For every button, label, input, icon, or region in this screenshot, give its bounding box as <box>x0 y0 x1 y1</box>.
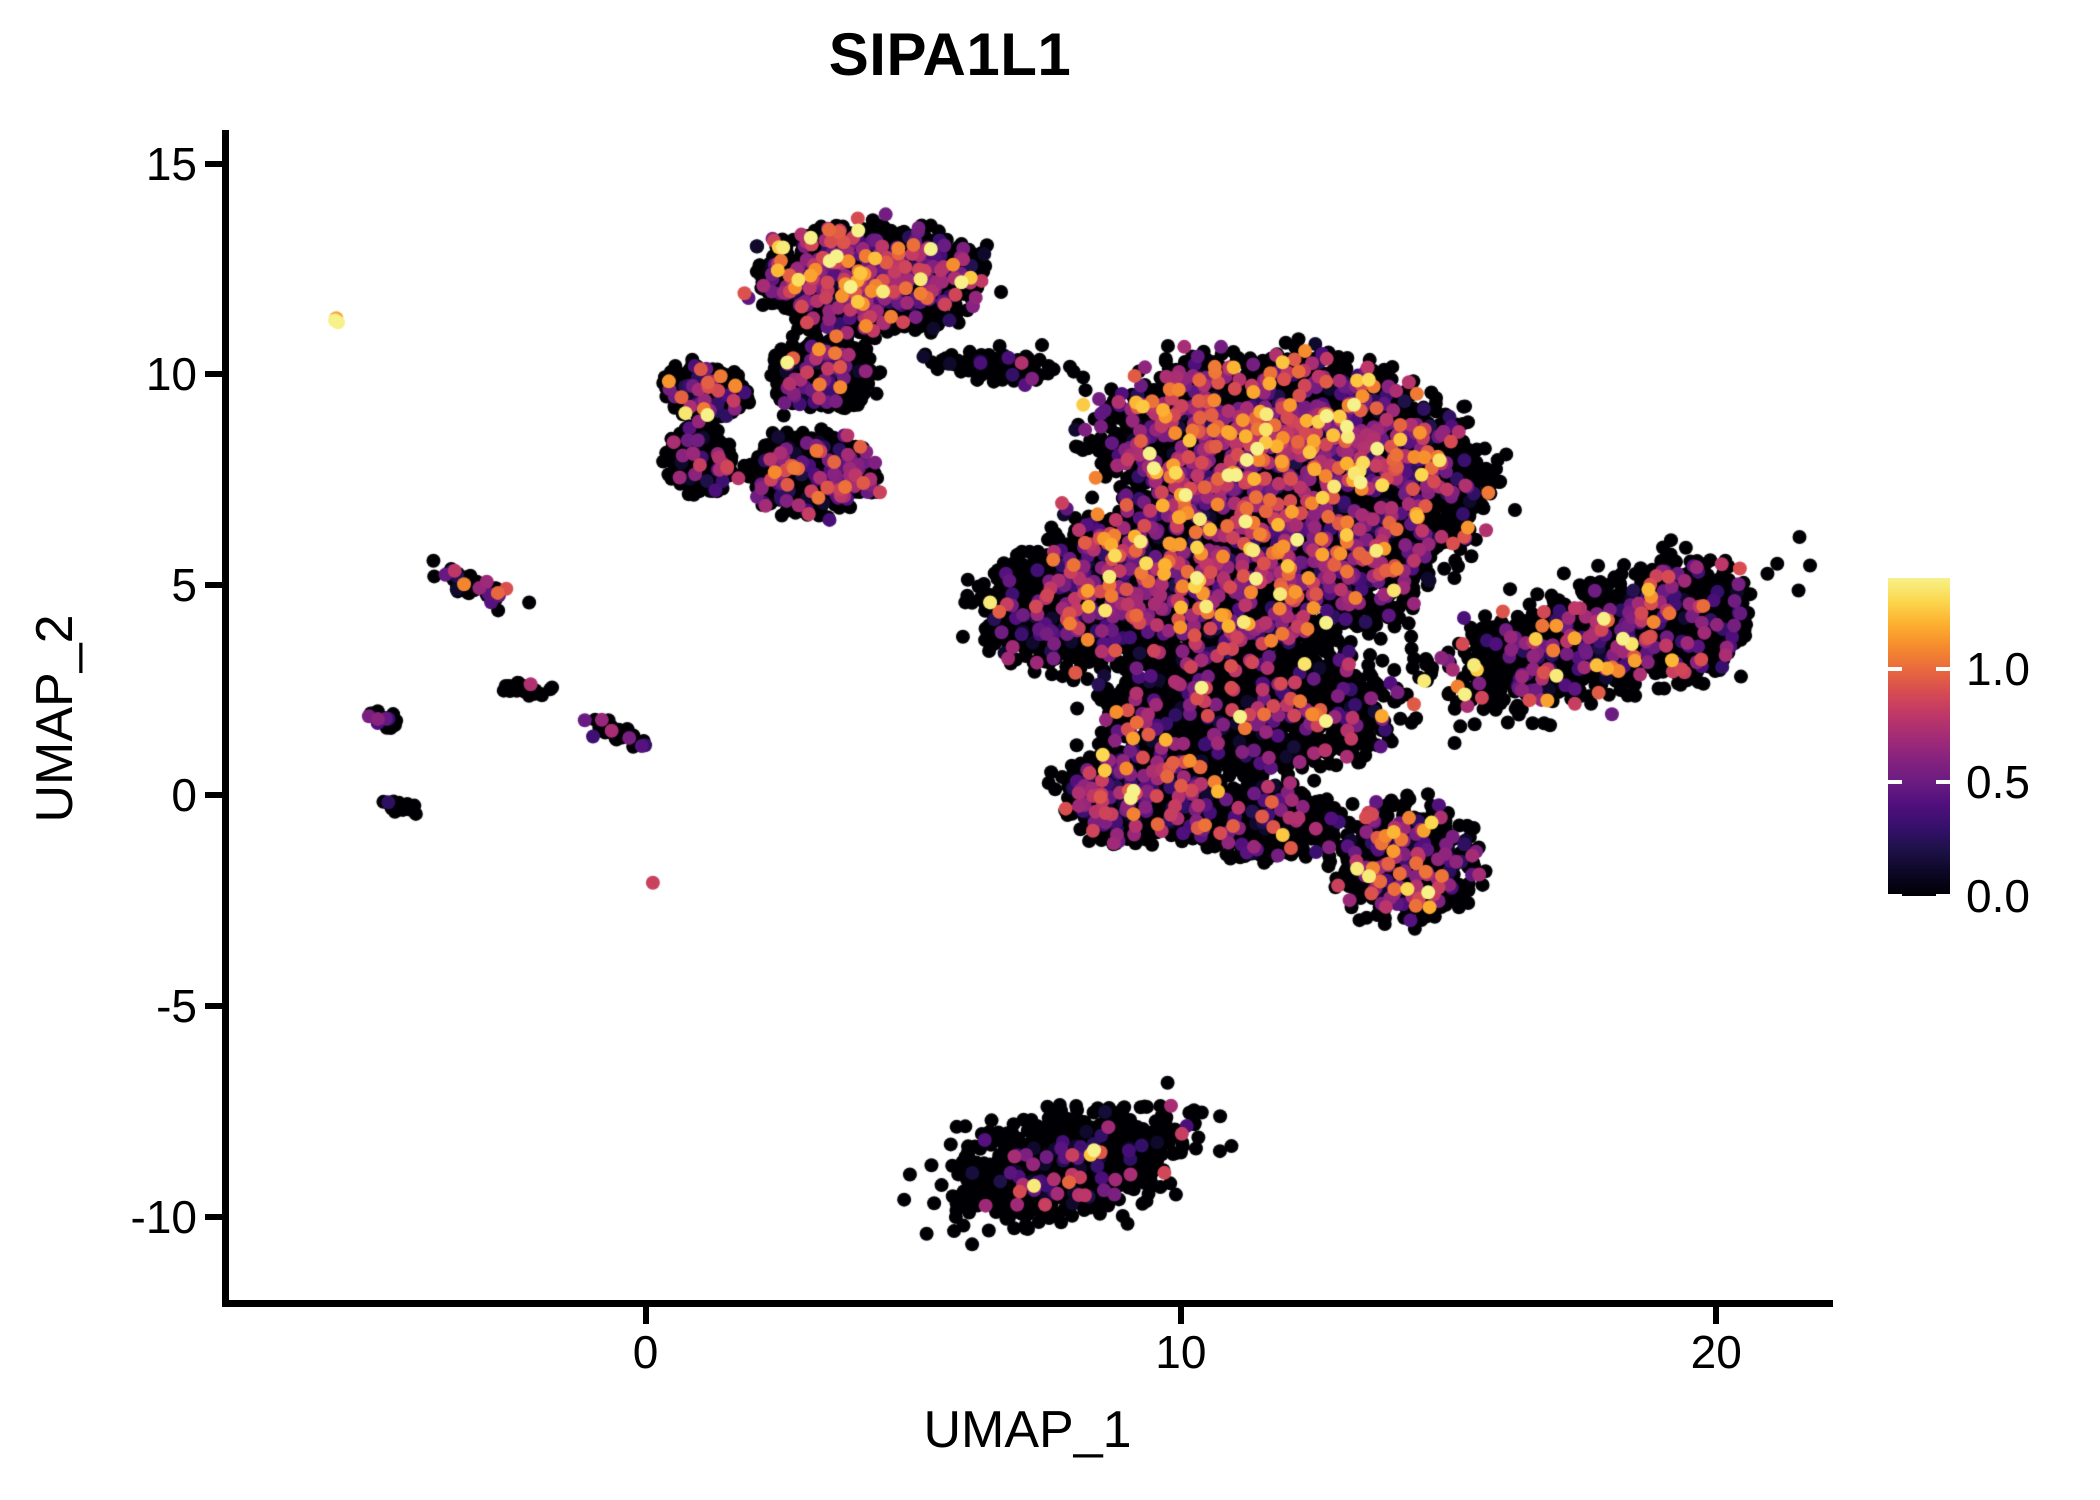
x-tick-mark <box>1177 1307 1184 1324</box>
colorbar-tick-mark <box>1888 780 1902 785</box>
colorbar-tick-label: 0.5 <box>1966 756 2030 809</box>
colorbar-tick-mark <box>1888 666 1902 671</box>
color-legend: 1.0 0.5 0.0 <box>1888 578 2088 922</box>
colorbar-tick-mark <box>1888 894 1902 898</box>
y-tick-label: 5 <box>171 558 197 611</box>
x-tick-mark <box>1713 1307 1720 1324</box>
y-tick-mark <box>205 792 222 799</box>
colorbar-tick-mark <box>1936 894 1950 898</box>
colorbar-tick-mark <box>1936 666 1950 671</box>
y-tick-label: -10 <box>130 1190 197 1243</box>
y-tick-mark <box>205 1002 222 1009</box>
x-tick-label: 0 <box>632 1326 659 1378</box>
y-tick-mark <box>205 1213 222 1220</box>
umap-scatter-canvas <box>228 130 1834 1305</box>
y-axis-title: UMAP_2 <box>26 614 84 823</box>
x-tick-mark <box>642 1307 649 1324</box>
scatter-plot-panel <box>228 130 1834 1305</box>
x-tick-label: 10 <box>1155 1326 1207 1378</box>
colorbar-tick-label: 0.0 <box>1966 870 2030 922</box>
x-axis-title: UMAP_1 <box>923 1401 1132 1459</box>
y-tick-mark <box>205 581 222 588</box>
y-tick-label: 10 <box>145 348 197 401</box>
page-title: SIPA1L1 <box>828 21 1072 88</box>
x-tick-label: 20 <box>1690 1326 1742 1378</box>
colorbar-tick-mark <box>1936 780 1950 785</box>
y-tick-mark <box>205 160 222 167</box>
y-axis-line <box>222 130 229 1307</box>
y-tick-mark <box>205 371 222 378</box>
y-tick-label: 0 <box>171 769 197 822</box>
colorbar-gradient <box>1888 578 1950 896</box>
y-tick-label: -5 <box>156 979 197 1032</box>
colorbar-tick-label: 1.0 <box>1966 642 2030 695</box>
x-axis-line <box>222 1300 1833 1307</box>
y-tick-label: 15 <box>145 137 197 190</box>
